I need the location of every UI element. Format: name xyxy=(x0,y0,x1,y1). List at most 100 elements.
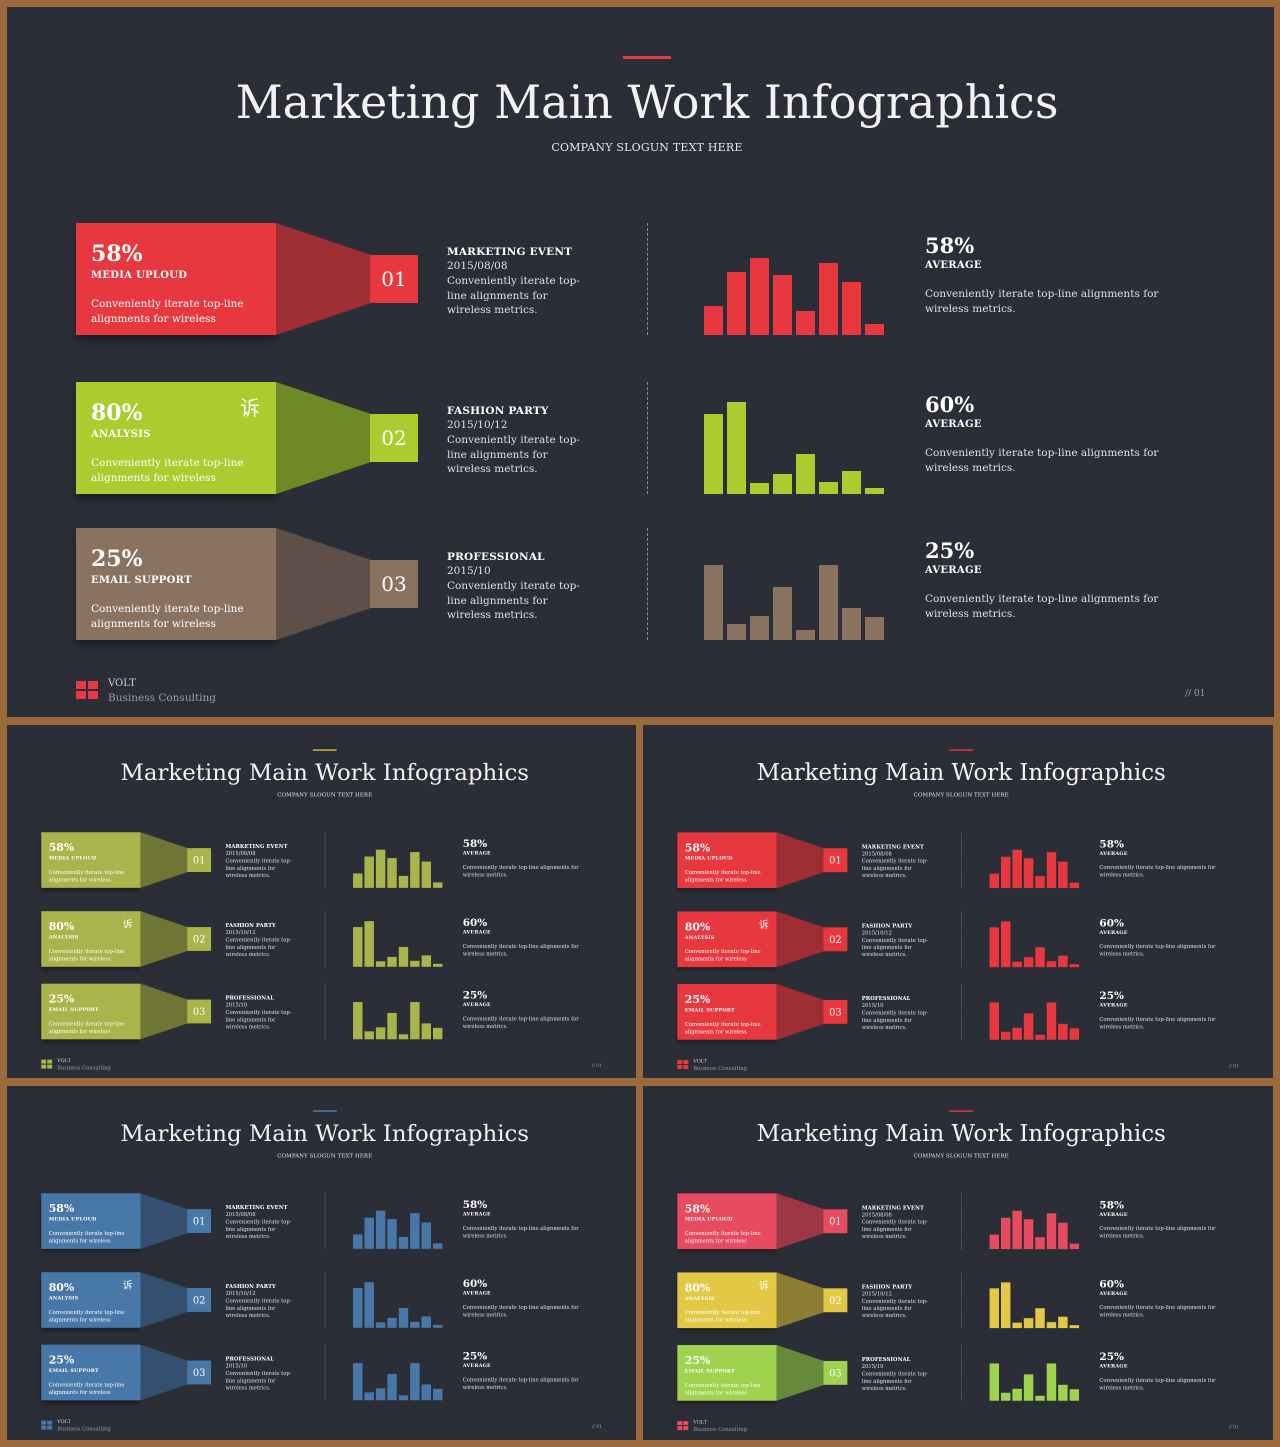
stat-percent: 58% xyxy=(462,837,488,850)
stat-label: AVERAGE xyxy=(925,260,982,271)
chart-bar xyxy=(387,858,397,888)
brand-name: VOLT xyxy=(57,1058,71,1064)
stat-description: Conveniently iterate top-line alignments… xyxy=(462,1376,579,1391)
event-date: 2015/10/12 xyxy=(861,1290,892,1297)
chart-bar xyxy=(398,875,409,888)
mini-bar-chart xyxy=(353,1282,443,1328)
event-description: Conveniently iterate top-line alignments… xyxy=(225,858,292,879)
stat-percent: 60% xyxy=(925,392,975,417)
banner-description: Conveniently iterate top-line alignments… xyxy=(91,457,244,484)
company-slogan: COMPANY SLOGUN TEXT HERE xyxy=(913,791,1009,799)
chart-bar xyxy=(1000,1282,1011,1329)
event-title: FASHION PARTY xyxy=(861,922,913,929)
stat-description: Conveniently iterate top-line alignments… xyxy=(462,1225,579,1239)
stat-label: AVERAGE xyxy=(1099,929,1128,936)
stat-label: AVERAGE xyxy=(1099,1363,1128,1369)
chart-bar xyxy=(375,1388,386,1401)
banner-funnel xyxy=(140,832,188,888)
chart-bar xyxy=(727,272,746,335)
event-date: 2015/10/12 xyxy=(861,929,892,936)
stat-percent: 58% xyxy=(1099,1198,1124,1211)
step-number-badge: 03 xyxy=(823,999,848,1024)
mini-bar-chart xyxy=(704,548,886,640)
chart-bar xyxy=(1000,1031,1011,1040)
slide-content: Marketing Main Work Infographics COMPANY … xyxy=(7,7,1274,717)
banner-label: ANALYSIS xyxy=(91,429,151,440)
event-date: 2015/08/08 xyxy=(225,850,256,857)
event-description: Conveniently iterate top-line alignments… xyxy=(225,1298,292,1319)
chart-bar xyxy=(432,963,443,967)
chart-bar xyxy=(1012,1210,1022,1250)
chart-bar xyxy=(989,1002,999,1040)
chart-bar xyxy=(410,1213,420,1249)
chart-bar xyxy=(1012,849,1022,889)
chart-bar xyxy=(375,1210,386,1249)
event-date: 2015/08/08 xyxy=(861,850,892,857)
slide-content: Marketing Main Work Infographics COMPANY … xyxy=(643,1086,1273,1439)
banner-glyph: 诉 xyxy=(122,1279,133,1292)
slide-multi-large[interactable]: Marketing Main Work Infographics COMPANY … xyxy=(7,7,1274,717)
event-description: Conveniently iterate top-line alignments… xyxy=(861,1370,928,1392)
event-title: FASHION PARTY xyxy=(447,405,549,417)
stat-banner xyxy=(677,984,777,1040)
chart-bar xyxy=(353,1234,363,1249)
banner-glyph: 诉 xyxy=(758,1279,769,1292)
info-row: 01 58% MEDIA UPLOUD Conveniently iterate to… xyxy=(7,832,636,891)
banner-glyph: 诉 xyxy=(240,396,260,420)
chart-bar xyxy=(421,1023,432,1040)
chart-bar xyxy=(364,921,374,967)
chart-bar xyxy=(727,624,746,640)
slide-olive[interactable]: Marketing Main Work Infographics COMPANY … xyxy=(7,725,636,1078)
banner-description: Conveniently iterate top-line alignments… xyxy=(48,1381,125,1396)
chart-bar xyxy=(865,617,884,640)
chart-bar xyxy=(410,960,420,967)
chart-bar xyxy=(704,306,723,335)
stat-label: AVERAGE xyxy=(925,419,982,430)
event-title: MARKETING EVENT xyxy=(225,843,288,850)
stat-description: Conveniently iterate top-line alignments… xyxy=(462,1015,579,1030)
slide-multi-small[interactable]: Marketing Main Work Infographics COMPANY … xyxy=(643,1086,1273,1440)
step-number-badge: 03 xyxy=(187,999,212,1024)
banner-description: Conveniently iterate top-line alignments… xyxy=(684,1230,761,1245)
banner-label: ANALYSIS xyxy=(48,934,79,940)
chart-bar xyxy=(387,1012,397,1040)
slide-content: Marketing Main Work Infographics COMPANY … xyxy=(7,725,636,1078)
banner-description: Conveniently iterate top-line alignments… xyxy=(684,869,761,884)
dashed-divider xyxy=(647,528,648,640)
slide-red[interactable]: Marketing Main Work Infographics COMPANY … xyxy=(643,725,1273,1078)
info-row: 01 58% MEDIA UPLOUD Conveniently iterate to… xyxy=(643,832,1273,891)
event-date: 2015/10 xyxy=(225,1002,248,1009)
event-description: Conveniently iterate top-line alignments… xyxy=(861,1219,928,1240)
chart-bar xyxy=(1035,1034,1045,1040)
stat-label: AVERAGE xyxy=(462,1290,491,1297)
slide-blue[interactable]: Marketing Main Work Infographics COMPANY … xyxy=(7,1086,636,1440)
stat-banner xyxy=(41,832,141,888)
dashed-divider xyxy=(647,382,648,494)
stat-percent: 60% xyxy=(1099,916,1124,929)
event-date: 2015/08/08 xyxy=(447,260,508,272)
page-title: Marketing Main Work Infographics xyxy=(756,758,1166,786)
page-title: Marketing Main Work Infographics xyxy=(235,75,1059,129)
step-number-badge: 01 xyxy=(823,848,848,873)
brand-name: VOLT xyxy=(108,678,136,689)
chart-bar xyxy=(842,608,861,640)
chart-bar xyxy=(1000,921,1011,968)
chart-bar xyxy=(353,927,363,967)
chart-bar xyxy=(865,488,884,494)
step-number-badge: 01 xyxy=(187,848,212,872)
chart-bar xyxy=(842,471,861,494)
event-date: 2015/10/12 xyxy=(225,1290,256,1297)
stat-description: Conveniently iterate top-line alignments… xyxy=(462,1304,579,1318)
chart-bar xyxy=(410,852,420,888)
logo-icon xyxy=(677,1060,683,1065)
event-description: Conveniently iterate top-line alignments… xyxy=(225,1370,292,1391)
mini-bar-chart xyxy=(989,1203,1080,1250)
chart-bar xyxy=(1023,1318,1034,1329)
chart-bar xyxy=(842,282,861,335)
event-date: 2015/10 xyxy=(447,565,491,577)
event-title: MARKETING EVENT xyxy=(225,1204,288,1211)
info-row: 02 80% ANALYSIS Conveniently iterate top-li… xyxy=(7,911,636,970)
event-description: Conveniently iterate top-line alignments… xyxy=(447,580,580,621)
chart-bar xyxy=(398,1395,409,1401)
banner-percent: 58% xyxy=(684,841,711,855)
